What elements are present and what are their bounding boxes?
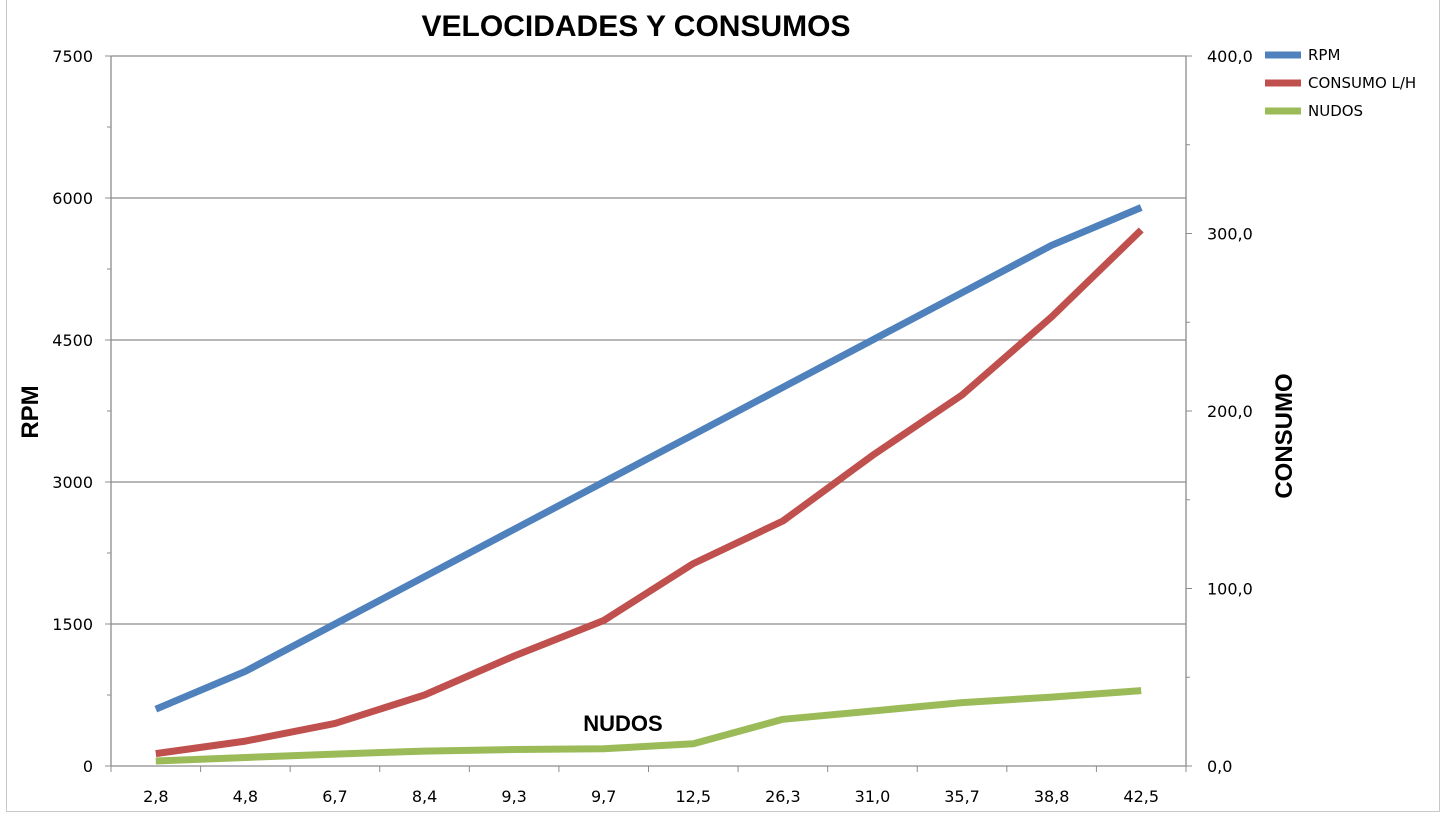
series-line-0 [154, 204, 1143, 713]
y-tick-label: 1500 [52, 615, 93, 634]
chart-title: VELOCIDADES Y CONSUMOS [422, 10, 851, 43]
y2-tick-label: 300,0 [1207, 225, 1253, 244]
legend-label-0: RPM [1308, 46, 1340, 64]
y-axis-title: RPM [17, 385, 44, 438]
y-tick-label: 0 [83, 757, 93, 776]
nudos-annotation: NUDOS [583, 711, 662, 736]
legend-label-1: CONSUMO L/H [1308, 74, 1416, 92]
x-tick-label: 12,5 [675, 787, 711, 806]
y2-tick-label: 100,0 [1207, 580, 1253, 599]
x-tick-label: 2,8 [143, 787, 168, 806]
y-tick-label: 6000 [52, 189, 93, 208]
x-tick-label: 31,0 [855, 787, 891, 806]
y-tick-label: 7500 [52, 47, 93, 66]
x-tick-label: 6,7 [322, 787, 347, 806]
legend: RPM CONSUMO L/H NUDOS [1265, 46, 1416, 120]
y-tick-label: 3000 [52, 473, 93, 492]
y2-tick-label: 200,0 [1207, 402, 1253, 421]
x-tick-label: 35,7 [944, 787, 980, 806]
x-tick-label: 38,8 [1034, 787, 1070, 806]
y-tick-label: 4500 [52, 331, 93, 350]
series-lines [154, 204, 1144, 765]
legend-label-2: NUDOS [1308, 102, 1363, 120]
series-line-2 [155, 687, 1142, 765]
axes: 0 1500 3000 4500 6000 7500 0,0 100,0 200,0 300,0 4… [52, 47, 1253, 806]
y2-tick-label: 0,0 [1207, 757, 1232, 776]
x-tick-label: 8,4 [412, 787, 437, 806]
x-tick-label: 9,7 [591, 787, 616, 806]
x-tick-label: 4,8 [233, 787, 258, 806]
chart-frame [6, 0, 1440, 812]
x-tick-label: 9,3 [501, 787, 526, 806]
gridlines [111, 55, 1186, 625]
x-tick-label: 26,3 [765, 787, 801, 806]
x-tick-label: 42,5 [1123, 787, 1159, 806]
y2-axis-title: CONSUMO [1271, 373, 1298, 498]
series-line-1 [155, 227, 1144, 758]
y2-tick-label: 400,0 [1207, 47, 1253, 66]
